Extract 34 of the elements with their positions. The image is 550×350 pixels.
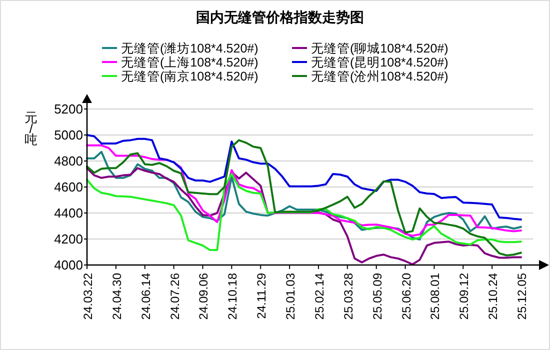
legend-label: 无缝管(潍坊108*4.520#) bbox=[121, 42, 258, 56]
x-tick-label: 25.01.03 bbox=[284, 272, 298, 320]
x-tick-label: 24.04.30 bbox=[110, 272, 124, 320]
y-tick-label: 5200 bbox=[54, 102, 83, 116]
legend-label: 无缝管(聊城108*4.520#) bbox=[311, 42, 448, 56]
y-tick-label: 4600 bbox=[54, 180, 83, 194]
legend-label: 无缝管(上海108*4.520#) bbox=[121, 56, 258, 70]
x-tick-label: 24.09.06 bbox=[196, 272, 211, 320]
y-tick-label: 5000 bbox=[54, 128, 83, 142]
legend-label: 无缝管(沧州108*4.520#) bbox=[311, 70, 448, 84]
x-tick-label: 25.08.01 bbox=[428, 272, 442, 320]
y-tick-label: 4800 bbox=[54, 154, 83, 168]
y-tick-label: 4000 bbox=[54, 258, 83, 272]
x-tick-label: 25.12.05 bbox=[515, 272, 529, 320]
y-tick-label: 4200 bbox=[54, 232, 83, 246]
x-tick-label: 25.05.09 bbox=[370, 272, 384, 320]
x-tick-label: 24.07.26 bbox=[168, 272, 182, 320]
legend-label: 无缝管(昆明108*4.520#) bbox=[311, 56, 448, 70]
x-tick-label: 25.02.14 bbox=[312, 272, 326, 320]
x-tick-label: 25.06.20 bbox=[399, 272, 414, 320]
x-tick-label: 25.10.24 bbox=[486, 272, 500, 320]
y-axis-title: 元/吨 bbox=[24, 110, 38, 147]
x-tick-label: 25.03.28 bbox=[341, 272, 356, 320]
chart-title: 国内无缝管价格指数走势图 bbox=[196, 9, 364, 25]
x-tick-label: 25.09.12 bbox=[457, 272, 472, 320]
line-series bbox=[86, 134, 522, 220]
x-tick-label: 24.11.29 bbox=[254, 272, 269, 319]
y-tick-label: 4400 bbox=[54, 206, 83, 220]
legend-label: 无缝管(南京108*4.520#) bbox=[121, 70, 258, 84]
line-series bbox=[86, 173, 522, 252]
x-tick-label: 24.10.18 bbox=[226, 272, 240, 320]
x-tick-label: 24.03.22 bbox=[81, 272, 95, 320]
line-series bbox=[86, 139, 522, 256]
x-tick-label: 24.06.14 bbox=[138, 272, 153, 320]
